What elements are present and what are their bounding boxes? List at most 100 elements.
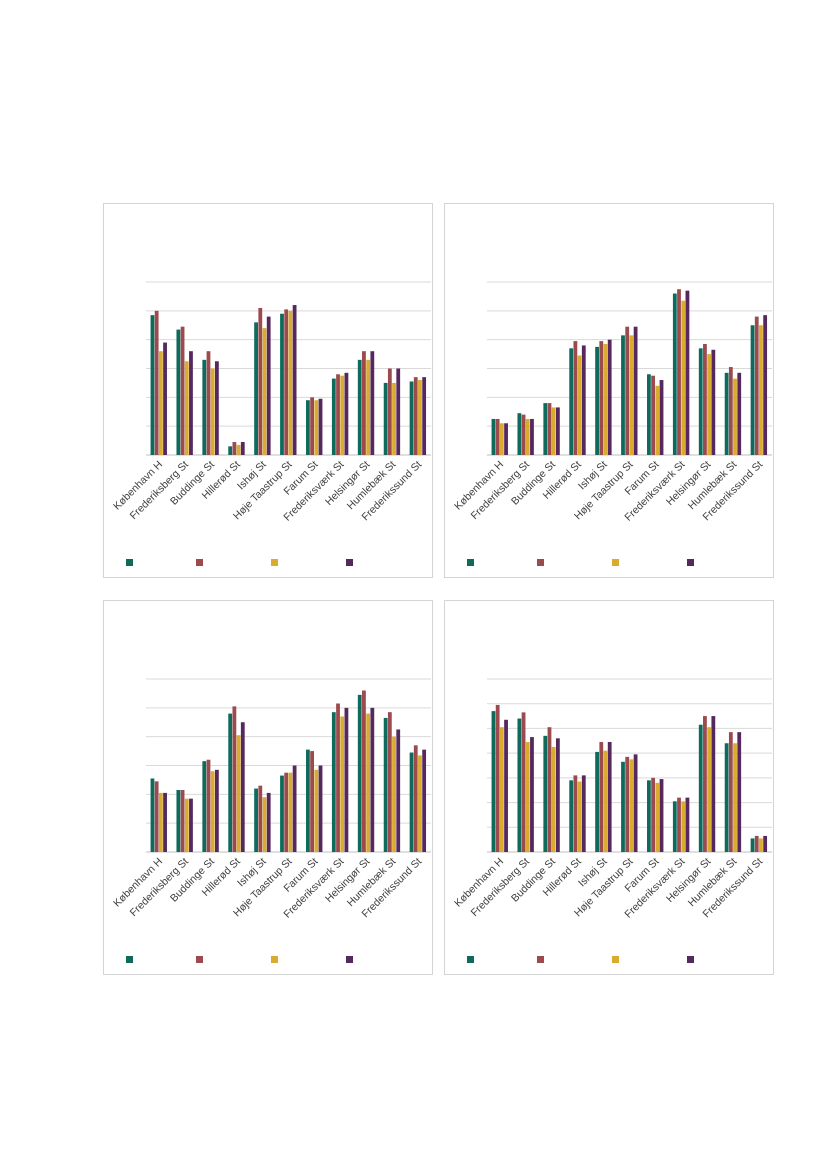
bar xyxy=(555,738,560,852)
bar xyxy=(310,397,315,455)
bar xyxy=(491,711,496,852)
bar xyxy=(370,351,375,455)
legend-swatch xyxy=(687,956,694,963)
bar xyxy=(685,290,690,455)
bar xyxy=(362,351,366,455)
bar xyxy=(310,751,315,852)
bar xyxy=(754,316,759,455)
bar xyxy=(629,335,634,455)
bar xyxy=(232,706,237,852)
bar xyxy=(262,797,267,852)
bar xyxy=(258,785,263,852)
bar xyxy=(331,712,336,852)
bar xyxy=(607,742,612,852)
bar xyxy=(292,305,297,455)
chart-panel-3: København H Frederiksberg St Buddinge St Hi… xyxy=(103,600,433,975)
bar xyxy=(387,368,392,455)
bar xyxy=(210,368,215,455)
bar xyxy=(314,769,319,852)
bar xyxy=(150,315,155,455)
chart-legend-3 xyxy=(104,956,432,966)
bar xyxy=(383,717,388,852)
bar xyxy=(603,750,608,852)
bar xyxy=(284,309,289,455)
bar xyxy=(707,727,712,852)
bar xyxy=(236,444,241,455)
bar xyxy=(206,351,211,455)
legend-swatch xyxy=(346,956,353,963)
bar xyxy=(595,346,599,455)
bar xyxy=(728,367,733,455)
bar xyxy=(763,835,768,852)
bar xyxy=(685,797,690,852)
bar xyxy=(703,716,707,852)
bar xyxy=(280,313,284,455)
legend-swatch xyxy=(126,559,133,566)
bar xyxy=(599,742,604,852)
chart-panel-1: København H Frederiksberg St Buddinge St Hi… xyxy=(103,203,433,578)
bar xyxy=(254,788,258,852)
bar xyxy=(258,307,263,455)
bar xyxy=(607,339,612,455)
bar xyxy=(150,778,155,852)
bar xyxy=(633,326,638,455)
bar xyxy=(569,348,574,455)
bar xyxy=(759,325,763,455)
legend-swatch xyxy=(126,956,133,963)
bar xyxy=(154,310,159,455)
bar xyxy=(647,780,651,852)
bar xyxy=(525,742,530,852)
bar xyxy=(202,761,207,852)
bar xyxy=(284,772,289,852)
bar xyxy=(595,751,599,852)
bar xyxy=(240,722,245,852)
chart-legend-1 xyxy=(104,559,432,569)
bar xyxy=(491,418,496,455)
bar xyxy=(396,368,401,455)
bar xyxy=(331,378,336,455)
bar xyxy=(176,790,181,852)
bar xyxy=(750,325,755,455)
chart-legend-4 xyxy=(445,956,773,966)
bar xyxy=(621,335,625,455)
bar xyxy=(409,381,414,455)
bar xyxy=(422,377,427,455)
bar xyxy=(344,372,349,455)
bar xyxy=(759,838,763,852)
legend-swatch xyxy=(196,559,203,566)
bar xyxy=(625,326,630,455)
bar xyxy=(647,374,651,455)
bar xyxy=(266,792,271,852)
bar xyxy=(655,782,660,852)
bar xyxy=(314,400,319,455)
bar xyxy=(180,326,185,455)
bar xyxy=(711,716,716,852)
bar xyxy=(206,759,211,852)
bar xyxy=(754,835,759,852)
bar xyxy=(651,375,656,455)
bar xyxy=(733,378,737,455)
bar xyxy=(677,289,681,455)
bar xyxy=(357,694,362,852)
legend-swatch xyxy=(612,559,619,566)
bar xyxy=(158,351,163,455)
bar xyxy=(266,316,271,455)
bar xyxy=(707,354,712,455)
bar xyxy=(288,772,293,852)
bar xyxy=(672,293,677,455)
bar xyxy=(728,732,733,852)
bar xyxy=(737,372,742,455)
bar xyxy=(651,777,656,852)
bar xyxy=(551,407,556,455)
legend-swatch xyxy=(537,956,544,963)
bar xyxy=(569,780,574,852)
legend-swatch xyxy=(196,956,203,963)
bar xyxy=(189,798,193,852)
bar xyxy=(422,749,427,852)
legend-swatch xyxy=(271,956,278,963)
bar xyxy=(370,707,375,852)
legend-swatch xyxy=(271,559,278,566)
bar xyxy=(672,801,677,852)
bar xyxy=(577,781,582,852)
